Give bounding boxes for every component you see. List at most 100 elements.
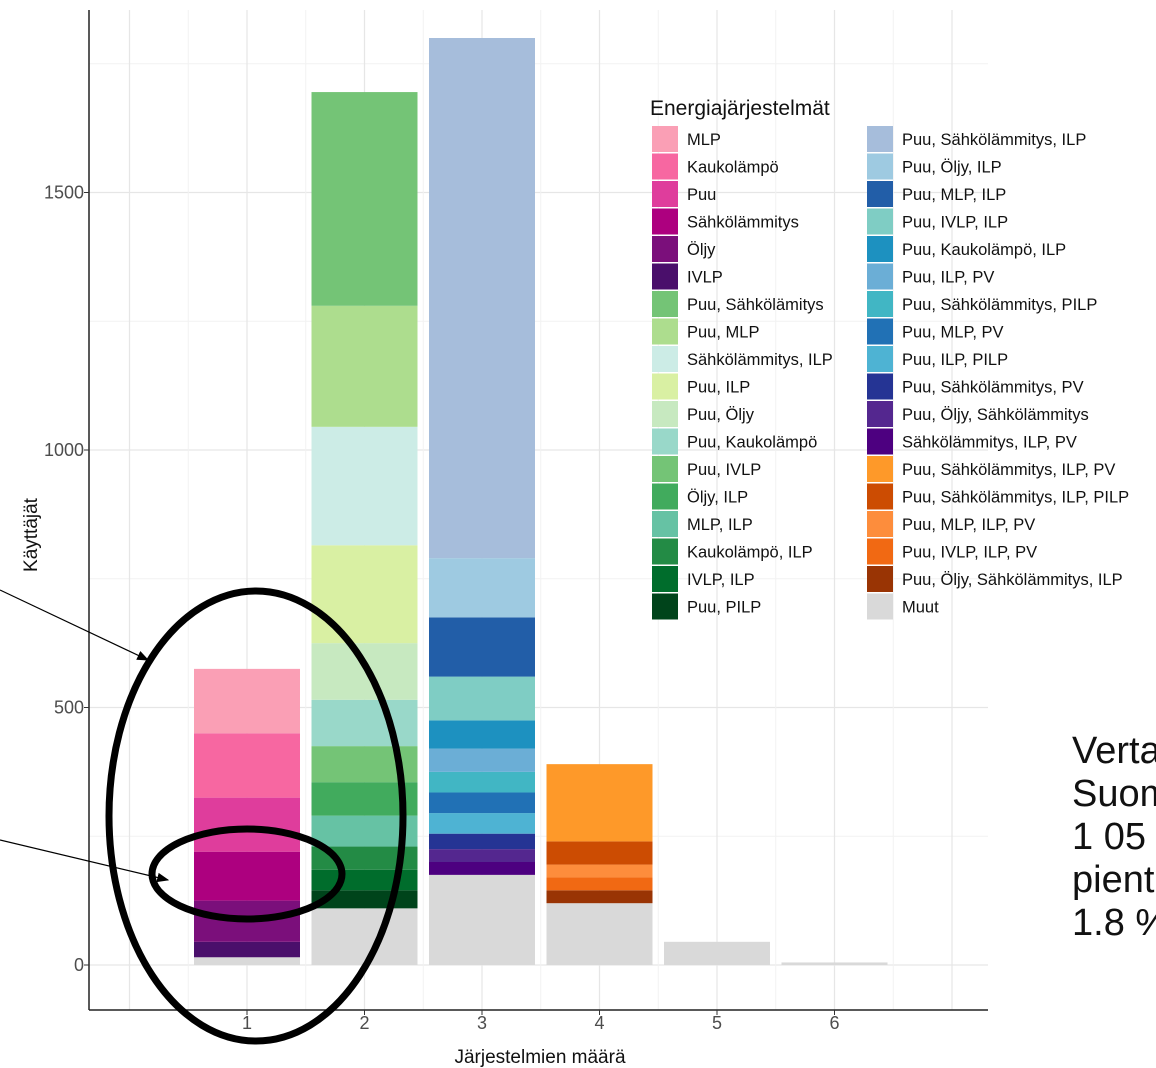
legend-label: Sähkölämmitys, ILP, PV [902,434,1077,452]
bar-segment [194,668,300,734]
legend-swatch [652,153,678,180]
legend-swatch [867,181,893,207]
x-axis-title: Järjestelmien määrä [454,1047,625,1068]
legend-label: Puu, Sähkölämmitys, ILP [902,131,1086,149]
legend-swatch [652,181,678,207]
bar-segment [781,962,888,965]
x-tick-label: 2 [359,1013,369,1033]
bar-segment [546,764,653,842]
legend-label: Puu, PILP [687,599,761,617]
legend-swatch [867,511,893,537]
legend-swatch [867,373,893,400]
legend-swatch [867,291,893,317]
y-axis-title: Käyttäjät [21,497,42,572]
legend-label: Öljy [687,241,716,259]
highlight-ellipse-small [148,825,346,923]
legend-label: Puu, Sähkölämmitys, PV [902,379,1084,397]
x-tick-label: 6 [829,1013,839,1033]
bar-segment [429,720,535,749]
legend-swatch [867,208,893,235]
legend-swatch [652,236,678,262]
legend-label: Puu [687,186,716,204]
legend-swatch [652,511,678,537]
legend-label: Puu, MLP, ILP [902,186,1006,204]
bar-segment [429,792,535,814]
x-tick-label: 4 [594,1013,604,1033]
legend-swatch [867,566,893,592]
legend-label: Puu, IVLP, ILP [902,214,1008,232]
bar-segment [311,908,418,965]
bar-segment [194,797,300,852]
legend-swatch [652,263,678,290]
legend-swatch [867,428,893,455]
side-note-line: Verta [1072,730,1156,772]
legend-swatch [867,153,893,180]
legend-label: Puu, Sähkölämmitys, ILP, PILP [902,489,1129,507]
x-tick-label: 3 [477,1013,487,1033]
legend-label: Öljy, ILP [687,489,748,507]
legend-swatch [652,126,678,152]
side-note-line: 1 05 [1072,816,1146,858]
legend-label: Puu, Kaukolämpö, ILP [902,241,1066,259]
legend-swatch [652,318,678,345]
legend-label: Sähkölämmitys, ILP [687,351,833,369]
legend-label: Puu, IVLP, ILP, PV [902,544,1037,562]
bar-segment [546,864,653,878]
legend-label: MLP, ILP [687,516,753,534]
bar-segment [429,874,535,965]
legend: Energiajärjestelmät MLP Kaukolämpö Puu Sähk… [650,97,1129,620]
legend-swatch [652,401,678,427]
legend-swatch [867,538,893,565]
bar-segment [429,849,535,862]
legend-label: Puu, MLP [687,324,759,342]
legend-label: Puu, Sähkölämmitys, PILP [902,296,1097,314]
bar-segment [429,617,535,677]
legend-swatch [867,346,893,372]
legend-swatch [652,428,678,455]
bar-segment [311,305,418,427]
legend-label: Sähkölämmitys [687,214,799,232]
bar-segment [546,877,653,891]
legend-label: Puu, MLP, ILP, PV [902,516,1035,534]
bar-segment [194,941,300,958]
legend-label: Puu, Öljy, Sähkölämmitys [902,406,1089,424]
bar-segment [194,957,300,965]
x-tick-label: 5 [712,1013,722,1033]
legend-swatch [867,456,893,482]
bar-segment [429,676,535,721]
legend-swatch [652,208,678,235]
highlight-ellipse-large [105,587,407,1045]
legend-swatch [652,483,678,510]
bar-segment [311,92,418,306]
legend-label: Puu, ILP [687,379,750,397]
legend-label: Muut [902,599,939,617]
axes-layer [88,10,988,1011]
x-tick-label: 1 [242,1013,252,1033]
legend-title: Energiajärjestelmät [650,97,830,120]
bar-segment [664,941,770,965]
bar-segment [429,771,535,793]
legend-swatch [652,346,678,372]
side-note-line: Suom [1072,773,1156,815]
legend-label: Puu, IVLP [687,461,761,479]
legend-label: Puu, Öljy, Sähkölämmitys, ILP [902,571,1123,589]
y-tick-labels: 0 500 1000 1500 [44,183,89,975]
bar-segment [546,841,653,865]
bar-segment [194,733,300,798]
legend-label: Puu, Sähkölämitys [687,296,824,314]
bar-segment [546,903,653,965]
legend-swatch [652,593,678,620]
bar-segment [194,851,300,901]
legend-label: Puu, Sähkölämmitys, ILP, PV [902,461,1115,479]
bar-segment [429,748,535,772]
arrow-to-large-ellipse [0,589,150,661]
legend-swatch [867,483,893,510]
legend-label: Kaukolämpö, ILP [687,544,813,562]
legend-label: IVLP [687,269,723,287]
legend-label: Puu, ILP, PV [902,269,994,287]
bars-layer [194,38,888,965]
legend-swatch [652,538,678,565]
legend-swatch [652,373,678,400]
x-tick-labels: 1 2 3 4 5 6 [242,1010,840,1033]
